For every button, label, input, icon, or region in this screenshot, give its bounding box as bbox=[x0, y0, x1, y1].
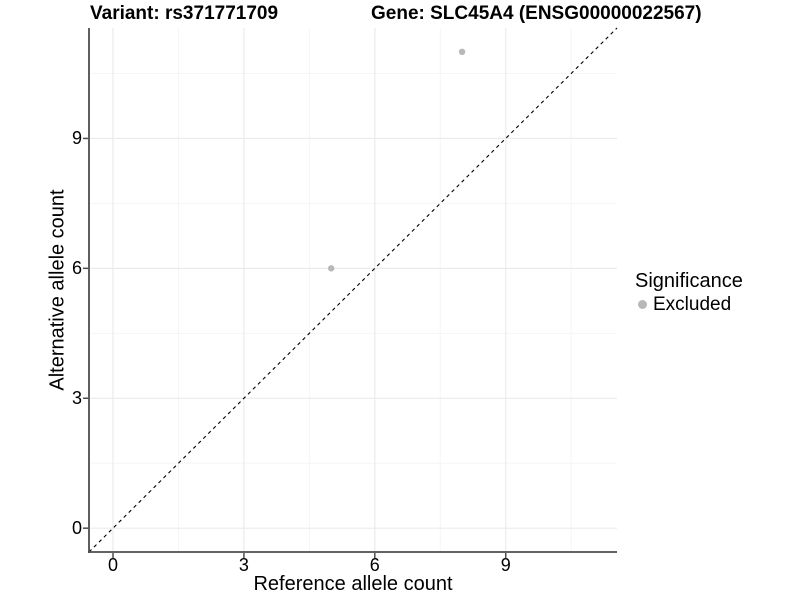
x-axis-title: Reference allele count bbox=[253, 573, 453, 595]
legend: Significance Excluded bbox=[632, 270, 743, 315]
y-tick-label: 9 bbox=[71, 128, 82, 149]
y-tick-label: 3 bbox=[71, 388, 82, 409]
legend-title: Significance bbox=[635, 270, 743, 292]
legend-item-excluded: Excluded bbox=[632, 294, 743, 315]
variant-title: Variant: rs371771709 bbox=[90, 3, 279, 24]
x-tick-label: 6 bbox=[369, 555, 380, 575]
y-axis-title: Alternative allele count bbox=[46, 189, 69, 391]
legend-point-icon bbox=[638, 300, 647, 309]
y-tick-label: 0 bbox=[71, 518, 82, 539]
x-tick-label: 3 bbox=[238, 555, 249, 575]
x-tick-label: 0 bbox=[107, 555, 119, 575]
y-tick-label: 6 bbox=[71, 258, 82, 279]
x-tick-label: 9 bbox=[500, 555, 511, 575]
gene-title: Gene: SLC45A4 (ENSG00000022567) bbox=[371, 3, 702, 24]
legend-item-label: Excluded bbox=[653, 294, 732, 315]
